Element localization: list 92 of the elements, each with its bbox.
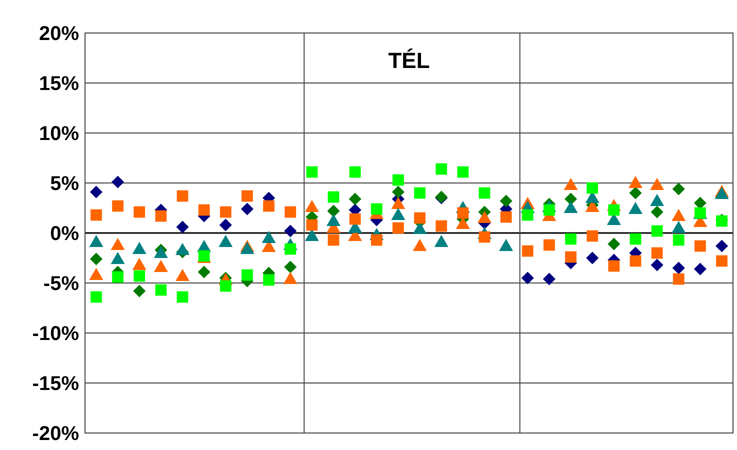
point	[176, 220, 189, 234]
point	[242, 269, 253, 281]
point	[348, 192, 362, 206]
point	[586, 252, 599, 264]
point	[284, 243, 296, 255]
point	[134, 206, 146, 218]
point	[694, 240, 706, 252]
point	[284, 206, 296, 218]
y-tick-label: 5%	[50, 173, 80, 195]
point	[198, 204, 210, 216]
point	[564, 192, 578, 206]
point	[134, 270, 146, 282]
y-tick-label: 20%	[38, 23, 80, 45]
point	[392, 174, 404, 186]
point	[328, 191, 340, 203]
point	[112, 271, 124, 283]
point	[198, 266, 210, 278]
point	[414, 212, 426, 224]
point	[112, 200, 124, 212]
point	[90, 186, 102, 198]
y-tick-label: -15%	[32, 373, 80, 395]
point	[608, 238, 620, 250]
point	[370, 203, 382, 215]
point	[608, 260, 620, 272]
point	[155, 284, 167, 296]
point	[392, 186, 404, 198]
point	[629, 186, 642, 200]
point	[242, 190, 253, 202]
point	[457, 166, 469, 178]
point	[220, 206, 232, 218]
point	[650, 206, 664, 218]
point	[565, 233, 576, 245]
point	[349, 213, 361, 225]
point	[478, 187, 490, 199]
point	[500, 211, 512, 223]
point	[284, 224, 297, 238]
point	[716, 240, 728, 252]
point	[716, 255, 728, 267]
point	[630, 233, 642, 245]
point	[500, 194, 512, 208]
point	[672, 234, 684, 246]
point	[672, 273, 684, 285]
point	[565, 251, 576, 263]
point	[240, 202, 254, 216]
y-tick-label: -5%	[43, 273, 80, 295]
point	[306, 219, 318, 231]
point	[90, 291, 102, 303]
point	[327, 204, 340, 218]
point	[672, 262, 685, 274]
point	[436, 163, 448, 175]
point	[544, 239, 555, 251]
point	[133, 284, 146, 298]
point	[263, 274, 274, 286]
point	[630, 255, 642, 267]
point	[328, 234, 340, 246]
text: TÉL	[388, 48, 430, 73]
point	[306, 166, 318, 178]
point	[176, 190, 188, 202]
y-tick-label: 10%	[38, 123, 80, 145]
point	[176, 291, 188, 303]
point	[349, 166, 361, 178]
point	[478, 231, 490, 243]
point	[694, 262, 706, 276]
point	[586, 182, 598, 194]
y-tick-label: -10%	[32, 323, 80, 345]
point	[370, 234, 382, 246]
point	[672, 182, 685, 196]
point	[651, 247, 663, 259]
point	[522, 209, 534, 221]
point	[392, 222, 404, 234]
point	[436, 220, 448, 232]
point	[650, 258, 664, 272]
point	[457, 207, 469, 219]
point	[263, 200, 274, 212]
point	[651, 225, 663, 237]
point	[155, 210, 167, 222]
point	[544, 204, 555, 216]
point	[112, 176, 124, 188]
point	[219, 218, 232, 232]
y-tick-label: -20%	[32, 423, 80, 445]
point	[220, 280, 232, 292]
point	[608, 204, 620, 216]
y-tick-label: 15%	[38, 73, 80, 95]
point	[90, 252, 102, 266]
point	[522, 245, 534, 257]
point	[521, 272, 534, 284]
point	[586, 230, 598, 242]
point	[284, 260, 297, 274]
point	[542, 272, 556, 286]
point	[90, 209, 102, 221]
point	[414, 187, 426, 199]
y-tick-label: 0%	[50, 223, 80, 245]
